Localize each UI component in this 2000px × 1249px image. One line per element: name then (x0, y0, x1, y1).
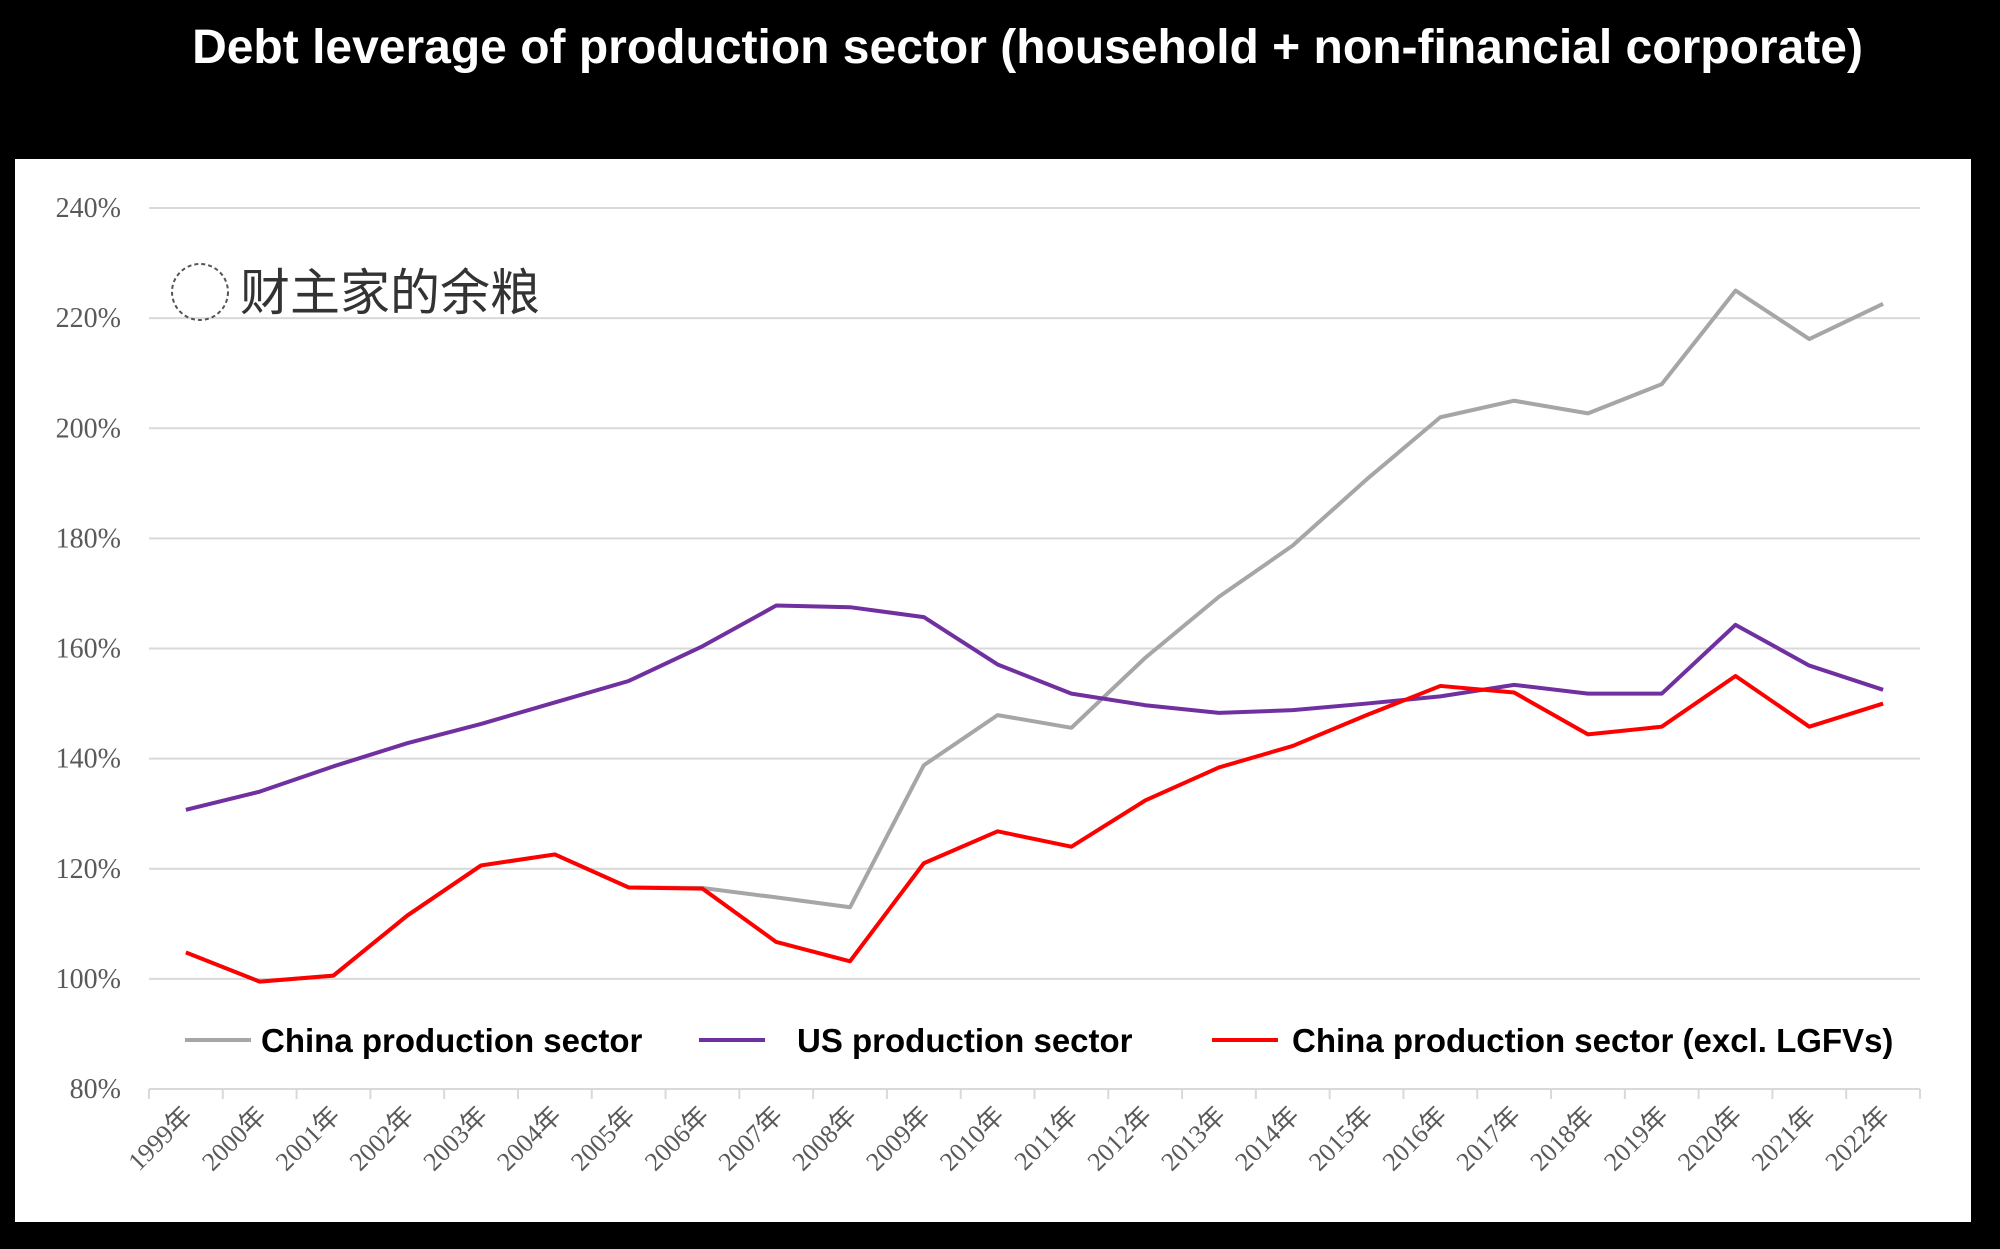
watermark-logo-icon (171, 263, 229, 321)
y-tick-label: 200% (56, 413, 121, 444)
chart-background (15, 159, 1971, 1222)
legend-label: China production sector (excl. LGFVs) (1292, 1022, 1893, 1059)
watermark-text: 财主家的余粮 (240, 264, 540, 322)
y-tick-label: 140% (56, 744, 121, 775)
chart-title: Debt leverage of production sector (hous… (192, 21, 1863, 74)
series-line (185, 674, 1884, 984)
watermark: 财主家的余粮 (171, 263, 540, 322)
legend-label: US production sector (797, 1022, 1133, 1059)
y-tick-label: 100% (56, 964, 121, 995)
y-tick-label: 180% (56, 523, 121, 554)
legend-label: China production sector (261, 1022, 643, 1059)
y-tick-label: 240% (56, 193, 121, 224)
y-tick-label: 220% (56, 303, 121, 334)
y-tick-label: 120% (56, 854, 121, 885)
y-tick-label: 80% (70, 1074, 121, 1105)
y-tick-label: 160% (56, 634, 121, 665)
series-line (185, 603, 1884, 812)
